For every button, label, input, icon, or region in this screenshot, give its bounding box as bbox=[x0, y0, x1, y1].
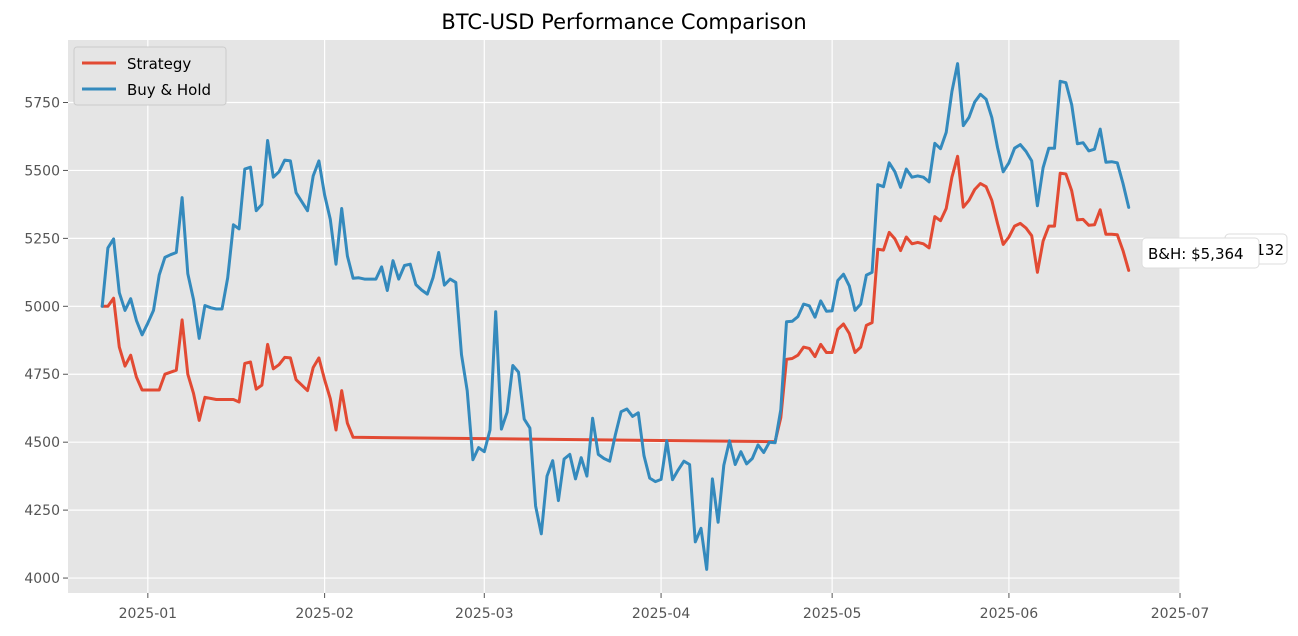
y-tick-label: 5500 bbox=[24, 163, 60, 179]
x-tick-label: 2025-03 bbox=[455, 606, 514, 622]
y-axis: 4000 4250 4500 4750 5000 5250 5500 5750 bbox=[24, 96, 68, 587]
buyhold-annotation-text: B&H: $5,364 bbox=[1148, 245, 1244, 263]
y-tick-label: 4000 bbox=[24, 571, 60, 587]
x-tick-label: 2025-01 bbox=[119, 606, 178, 622]
series-lines bbox=[100, 62, 1131, 571]
x-tick-label: 2025-02 bbox=[295, 606, 354, 622]
buyhold-annotation: B&H: $5,364 bbox=[1141, 237, 1260, 269]
x-tick-label: 2025-07 bbox=[1151, 606, 1210, 622]
x-tick-label: 2025-06 bbox=[980, 606, 1039, 622]
chart-title: BTC-USD Performance Comparison bbox=[441, 10, 806, 34]
y-tick-label: 5750 bbox=[24, 96, 60, 112]
legend-label-strategy: Strategy bbox=[127, 55, 191, 73]
strategy-annotation-text: 132 bbox=[1255, 241, 1284, 259]
buy-hold-line bbox=[100, 62, 1131, 571]
x-tick-label: 2025-05 bbox=[803, 606, 862, 622]
strategy-line bbox=[100, 154, 1131, 444]
y-tick-label: 4500 bbox=[24, 435, 60, 451]
buyhold-annotation-box bbox=[1141, 237, 1260, 269]
legend: Strategy Buy & Hold bbox=[73, 46, 227, 106]
x-axis: 2025-01 2025-02 2025-03 2025-04 2025-05 2025-… bbox=[119, 593, 1210, 622]
x-tick-label: 2025-04 bbox=[632, 606, 691, 622]
y-tick-label: 5000 bbox=[24, 299, 60, 315]
y-tick-label: 4750 bbox=[24, 367, 60, 383]
y-tick-label: 4250 bbox=[24, 503, 60, 519]
legend-label-buy-hold: Buy & Hold bbox=[127, 81, 211, 99]
gridlines bbox=[68, 40, 1181, 593]
y-tick-label: 5250 bbox=[24, 231, 60, 247]
